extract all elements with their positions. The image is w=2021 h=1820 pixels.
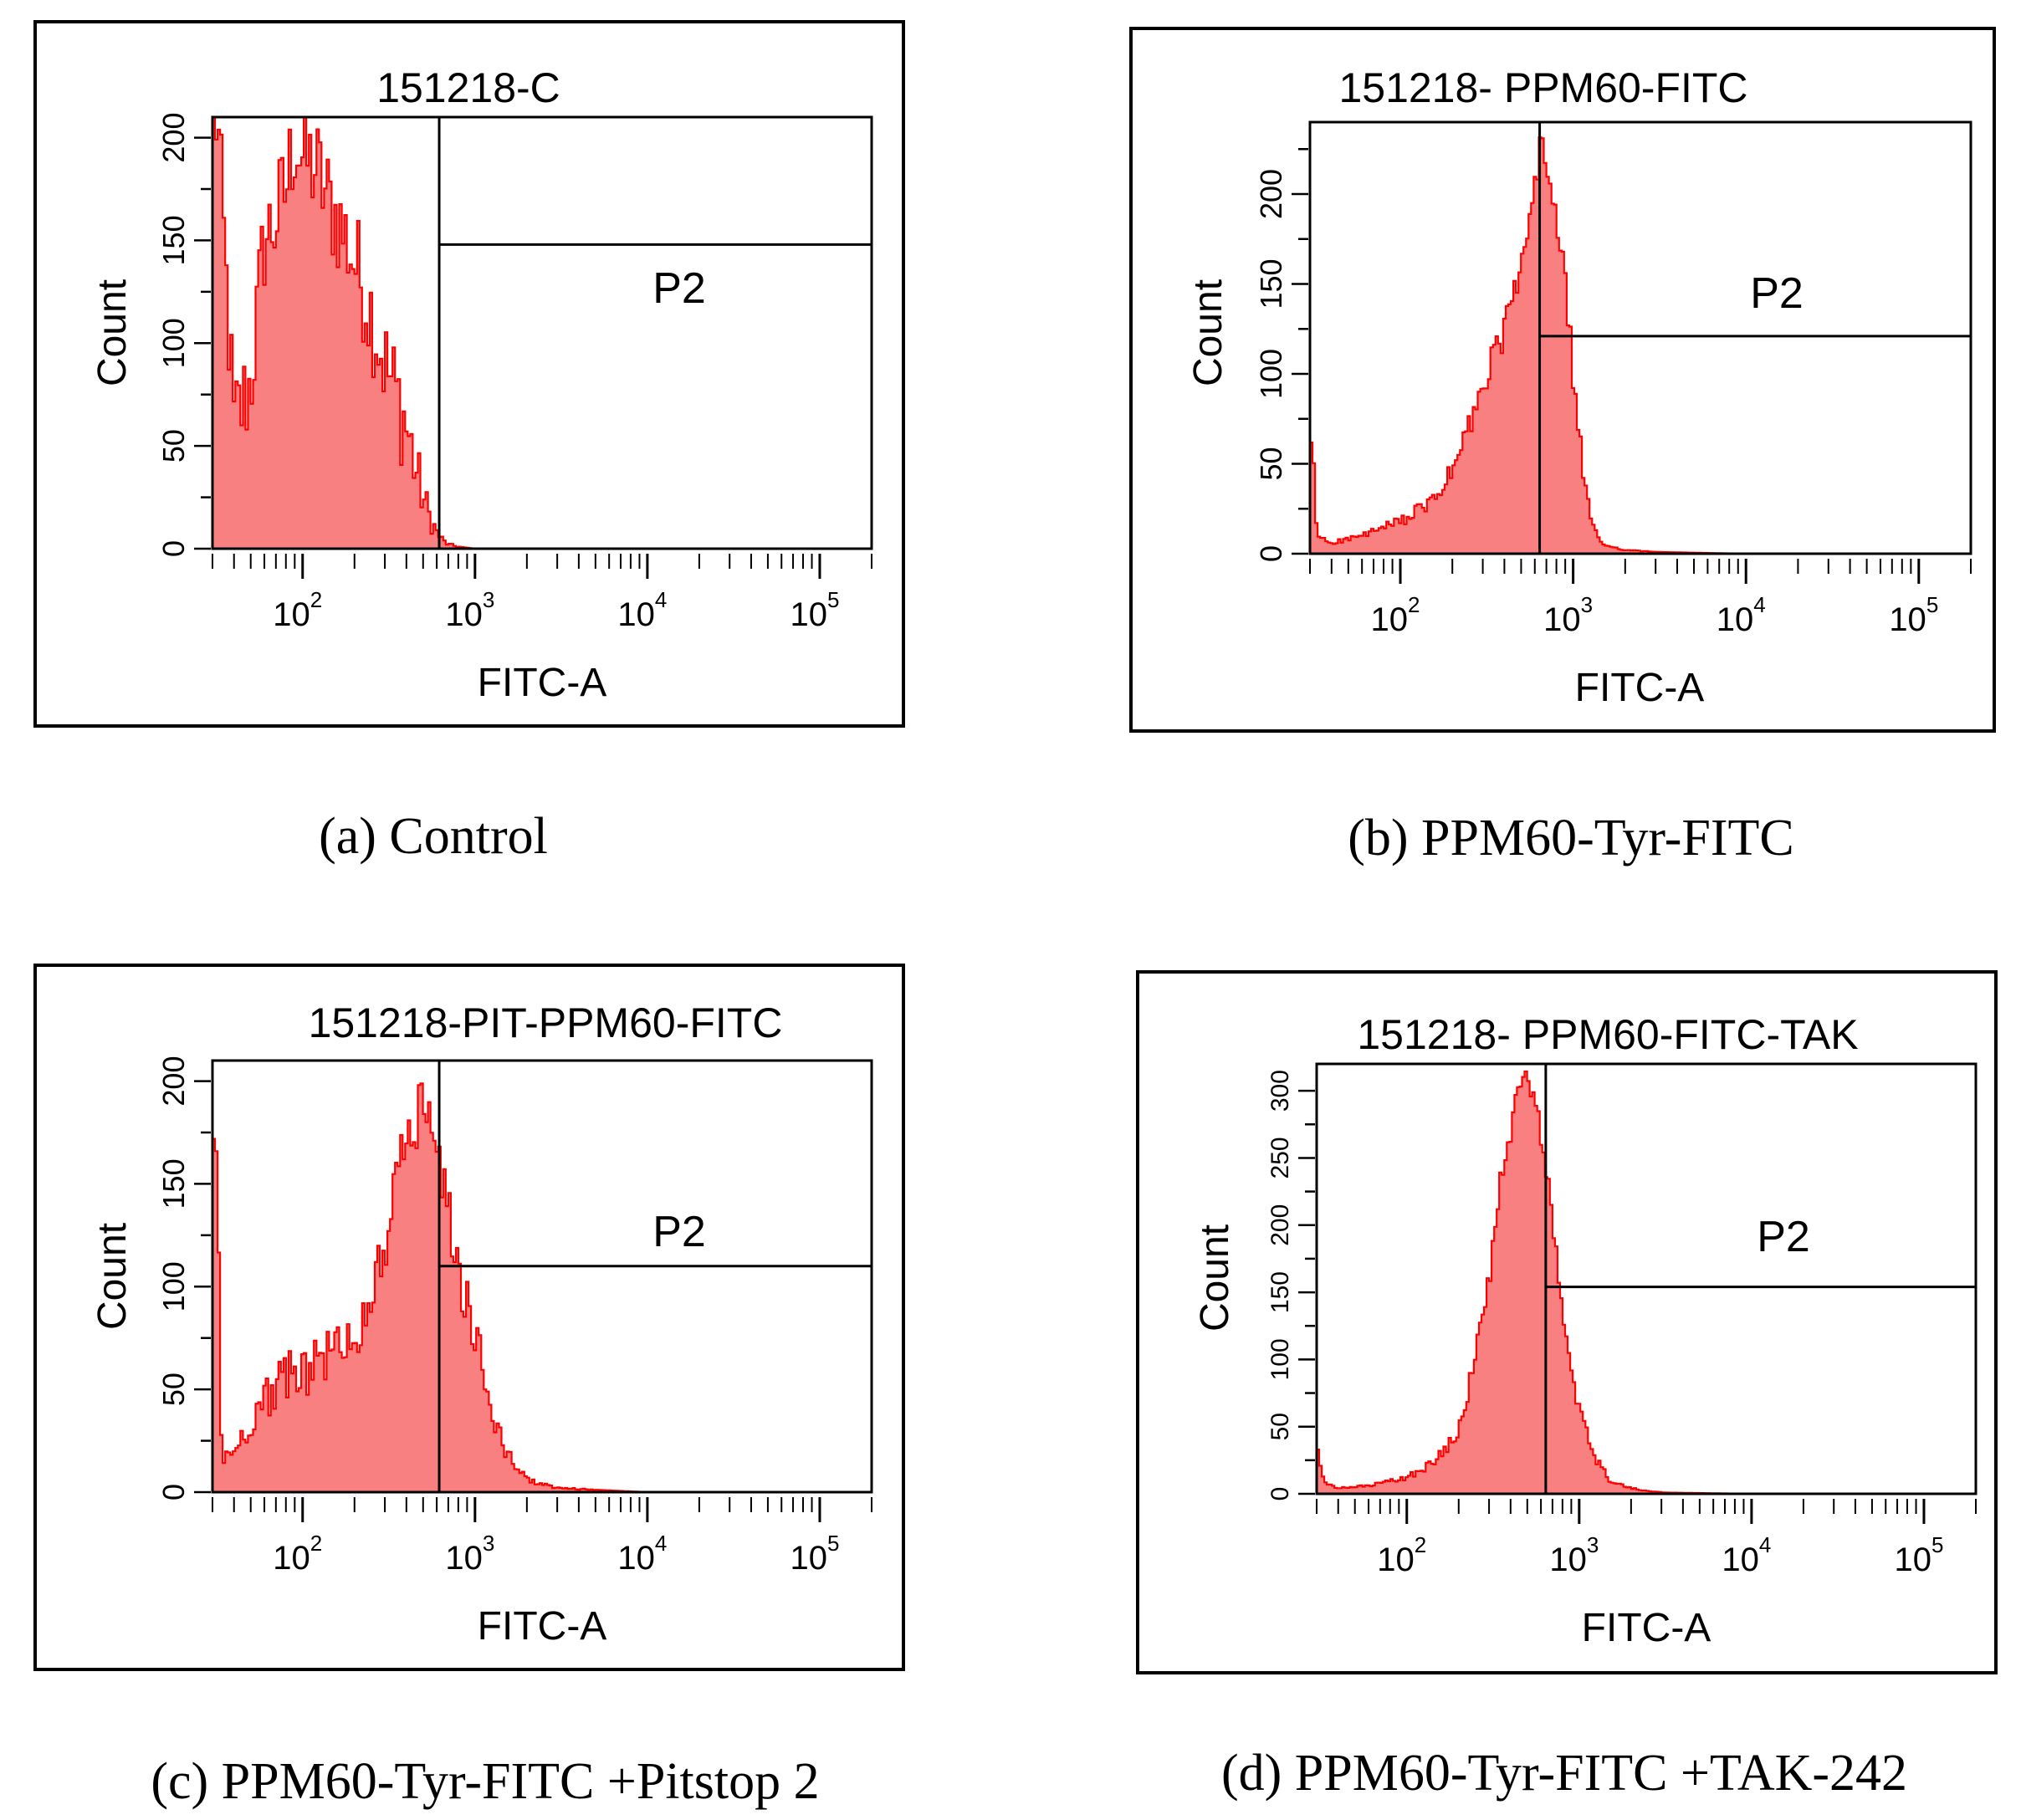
- panel-caption: (a) Control: [319, 808, 548, 865]
- y-axis-label: Count: [90, 1223, 135, 1330]
- y-axis-label: Count: [1186, 279, 1231, 386]
- y-tick-label: 50: [156, 429, 191, 463]
- panel-frame: [1136, 970, 1998, 1674]
- panel-b: 151218- PPM60-FITC P2 FITC-A Count (b) P…: [1129, 27, 1996, 867]
- x-axis-label: FITC-A: [1575, 666, 1705, 710]
- y-tick-label: 150: [156, 1158, 191, 1209]
- x-tick-exponent: 2: [1408, 592, 1420, 617]
- panel-d: 151218- PPM60-FITC-TAK P2 FITC-A Count (…: [1136, 970, 1998, 1802]
- x-tick-label: 103: [445, 1531, 494, 1577]
- panel-caption: (b) PPM60-Tyr-FITC: [1348, 810, 1793, 867]
- x-tick-exponent: 4: [1759, 1532, 1771, 1557]
- x-tick-label: 105: [1889, 592, 1938, 638]
- plot-area: [211, 1059, 873, 1494]
- x-tick-exponent: 5: [1926, 592, 1938, 617]
- x-tick-exponent: 2: [310, 1531, 322, 1556]
- gate-label: P2: [1757, 1213, 1810, 1261]
- histogram-area: [212, 1083, 872, 1492]
- panel-title: 151218-C: [376, 64, 560, 111]
- plot-area: [211, 115, 873, 550]
- y-tick-label: 100: [156, 318, 191, 368]
- panel-a: 151218-C P2 FITC-A Count (a) Control 102…: [33, 20, 905, 865]
- y-tick-label: 50: [156, 1373, 191, 1406]
- x-tick-label: 105: [790, 1531, 839, 1577]
- panel-title: 151218- PPM60-FITC-TAK: [1357, 1011, 1858, 1058]
- x-tick-label: 104: [617, 587, 667, 633]
- x-tick-exponent: 4: [655, 587, 667, 612]
- histogram-area: [1317, 1071, 1976, 1494]
- y-tick-label: 200: [1266, 1204, 1294, 1246]
- y-tick-label: 200: [156, 1056, 191, 1107]
- x-tick-label: 102: [273, 587, 322, 633]
- x-tick-label: 104: [1722, 1532, 1771, 1578]
- panel-title: 151218-PIT-PPM60-FITC: [309, 999, 783, 1046]
- y-axis-label: Count: [1193, 1224, 1237, 1332]
- y-tick-label: 250: [1266, 1137, 1294, 1178]
- y-tick-label: 100: [156, 1261, 191, 1311]
- y-tick-label: 300: [1266, 1070, 1294, 1112]
- panel-caption: (d) PPM60-Tyr-FITC +TAK-242: [1221, 1745, 1907, 1802]
- panel-frame: [1129, 27, 1996, 733]
- x-tick-label: 105: [790, 587, 839, 633]
- gate-label: P2: [1750, 269, 1804, 318]
- x-tick-label: 105: [1894, 1532, 1943, 1578]
- x-tick-exponent: 4: [1753, 592, 1765, 617]
- x-tick-exponent: 3: [483, 587, 494, 612]
- panel-caption: (c) PPM60-Tyr-FITC +Pitstop 2: [151, 1753, 819, 1810]
- x-tick-exponent: 5: [827, 587, 839, 612]
- x-tick-label: 102: [1371, 592, 1420, 638]
- histogram-area: [212, 117, 872, 549]
- x-tick-label: 103: [1549, 1532, 1599, 1578]
- y-tick-label: 50: [1254, 447, 1288, 480]
- panel-c: 151218-PIT-PPM60-FITC P2 FITC-A Count (c…: [33, 964, 905, 1810]
- panel-frame: [33, 20, 905, 728]
- x-tick-exponent: 5: [827, 1531, 839, 1556]
- x-tick-exponent: 2: [1415, 1532, 1426, 1557]
- x-tick-exponent: 5: [1931, 1532, 1943, 1557]
- y-tick-label: 200: [156, 113, 191, 163]
- histogram-line: [1317, 1070, 1976, 1495]
- x-tick-exponent: 3: [1587, 1532, 1599, 1557]
- y-tick-label: 100: [1266, 1338, 1294, 1380]
- histogram-line: [1310, 136, 1971, 555]
- x-tick-label: 104: [617, 1531, 667, 1577]
- y-tick-label: 150: [156, 215, 191, 265]
- y-tick-label: 200: [1254, 169, 1288, 219]
- x-tick-label: 104: [1717, 592, 1766, 638]
- x-tick-exponent: 2: [310, 587, 322, 612]
- y-tick-label: 0: [1266, 1487, 1294, 1501]
- plot-area: [1308, 120, 1972, 555]
- x-tick-label: 103: [1543, 592, 1593, 638]
- plot-area: [1315, 1062, 1978, 1495]
- x-tick-exponent: 4: [655, 1531, 667, 1556]
- x-axis-label: FITC-A: [478, 1604, 607, 1649]
- x-tick-label: 102: [1377, 1532, 1426, 1578]
- y-tick-label: 150: [1266, 1271, 1294, 1313]
- gate-label: P2: [652, 1208, 706, 1256]
- y-tick-label: 100: [1254, 349, 1288, 399]
- x-tick-exponent: 3: [1581, 592, 1593, 617]
- y-tick-label: 0: [156, 540, 191, 557]
- x-tick-label: 102: [273, 1531, 322, 1577]
- x-tick-label: 103: [445, 587, 494, 633]
- y-tick-label: 0: [156, 1484, 191, 1500]
- histogram-area: [1310, 137, 1971, 554]
- y-tick-label: 0: [1254, 545, 1288, 562]
- panel-frame: [33, 964, 905, 1671]
- x-axis-label: FITC-A: [478, 661, 607, 705]
- y-axis-label: Count: [90, 279, 135, 386]
- x-tick-exponent: 3: [483, 1531, 494, 1556]
- y-tick-label: 150: [1254, 258, 1288, 309]
- y-tick-label: 50: [1266, 1413, 1294, 1440]
- gate-label: P2: [652, 264, 706, 313]
- x-axis-label: FITC-A: [1582, 1606, 1711, 1650]
- panel-title: 151218- PPM60-FITC: [1338, 64, 1747, 111]
